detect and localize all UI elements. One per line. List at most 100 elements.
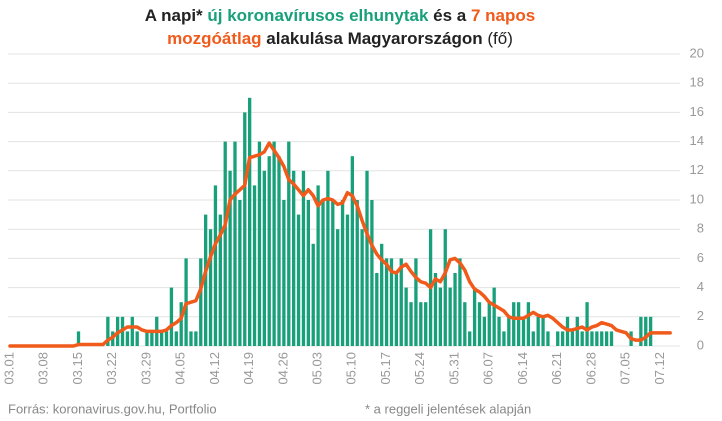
bar — [541, 316, 545, 346]
bar — [414, 258, 418, 346]
bar — [296, 214, 301, 346]
bar — [482, 316, 487, 346]
bar — [516, 302, 521, 346]
bar — [326, 170, 330, 346]
bar — [512, 302, 516, 346]
bar — [243, 112, 247, 347]
bar — [585, 302, 589, 346]
title-part: mozgóátlag — [167, 29, 261, 48]
bar — [208, 229, 213, 346]
bar — [546, 331, 550, 346]
x-tick-label: 05.03 — [310, 352, 325, 385]
bar — [492, 287, 496, 346]
note: * a reggeli jelentések alapján — [365, 401, 531, 416]
bar — [248, 97, 252, 346]
x-tick-label: 06.14 — [515, 352, 530, 385]
bar — [526, 302, 531, 346]
bar — [404, 287, 408, 346]
x-tick-label: 05.17 — [378, 352, 393, 385]
bar — [135, 331, 139, 346]
bar — [497, 316, 501, 346]
bar — [458, 258, 462, 346]
y-tick-label: 0 — [697, 337, 704, 352]
bar — [345, 214, 350, 346]
bar — [463, 302, 467, 346]
x-tick-label: 03.01 — [1, 352, 16, 385]
bar — [570, 331, 575, 346]
title-part: új koronavírusos elhunytak — [207, 6, 429, 25]
y-tick-label: 18 — [690, 75, 704, 90]
bar — [238, 200, 242, 346]
bar — [106, 316, 110, 346]
y-tick-label: 14 — [690, 133, 704, 148]
title-part: 7 napos — [471, 6, 535, 25]
bar — [350, 156, 354, 346]
bar — [301, 170, 306, 346]
chart-title-line: A napi* új koronavírusos elhunytak és a … — [145, 6, 536, 25]
bar — [556, 331, 560, 346]
bar — [531, 331, 535, 346]
bar — [609, 331, 614, 346]
bar — [316, 185, 320, 346]
bar — [365, 170, 369, 346]
bar — [448, 287, 452, 346]
y-tick-label: 4 — [697, 279, 704, 294]
bar — [130, 316, 134, 346]
bar — [228, 170, 232, 346]
x-tick-label: 06.21 — [549, 352, 564, 385]
bar — [252, 185, 257, 346]
bar — [233, 141, 237, 346]
bar — [223, 141, 227, 346]
bar — [424, 302, 428, 346]
bar — [287, 141, 291, 346]
bar — [639, 316, 643, 346]
bar — [340, 200, 345, 346]
y-tick-label: 16 — [690, 104, 704, 119]
source: Forrás: koronavirus.gov.hu, Portfolio — [8, 401, 217, 416]
x-tick-label: 03.22 — [104, 352, 119, 385]
bar — [477, 302, 482, 346]
bar — [150, 331, 154, 346]
bar — [174, 331, 178, 346]
bar — [272, 141, 276, 346]
bar — [507, 316, 511, 346]
bar — [433, 273, 438, 346]
y-tick-label: 2 — [697, 308, 704, 323]
x-tick-label: 06.07 — [481, 352, 496, 385]
bar — [360, 229, 364, 346]
bar — [311, 243, 315, 346]
x-tick-label: 07.12 — [652, 352, 667, 385]
y-tick-label: 12 — [690, 162, 704, 177]
x-tick-label: 04.12 — [207, 352, 222, 385]
x-tick-label: 04.05 — [173, 352, 188, 385]
x-tick-label: 07.05 — [618, 352, 633, 385]
x-tick-label: 04.19 — [241, 352, 256, 385]
bar — [580, 331, 584, 346]
x-tick-label: 03.15 — [70, 352, 85, 385]
bar — [375, 273, 379, 346]
bar — [502, 331, 506, 346]
bar — [189, 331, 193, 346]
moving-average-line — [8, 141, 672, 348]
bar — [644, 316, 648, 346]
bar — [76, 331, 81, 346]
bar — [257, 141, 262, 346]
title-part: alakulása Magyarországon — [262, 29, 488, 48]
bar — [292, 170, 296, 346]
bar — [443, 229, 447, 346]
bar — [125, 331, 130, 346]
bar — [169, 287, 174, 346]
x-tick-label: 05.10 — [344, 352, 359, 385]
x-tick-label: 03.08 — [36, 352, 51, 385]
bar — [282, 200, 286, 346]
title-part: A napi* — [145, 6, 208, 25]
bar — [409, 302, 413, 346]
bar — [600, 331, 604, 346]
bar — [604, 331, 609, 346]
bar — [384, 258, 389, 346]
y-tick-label: 8 — [697, 221, 704, 236]
bar — [306, 200, 310, 346]
bar — [468, 331, 472, 346]
bar — [355, 200, 359, 346]
bar — [159, 331, 164, 346]
